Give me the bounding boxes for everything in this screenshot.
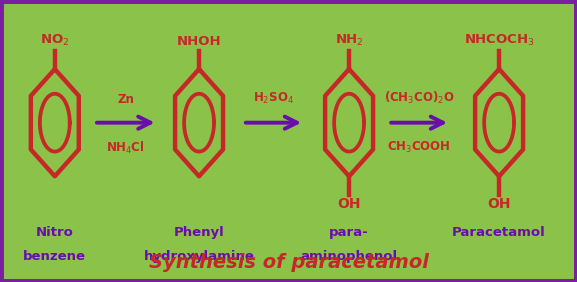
Text: OH: OH [488,197,511,212]
Text: NH$_4$Cl: NH$_4$Cl [107,140,145,156]
Text: Paracetamol: Paracetamol [452,226,546,239]
Text: hydroxylamine: hydroxylamine [144,250,254,263]
Text: OH: OH [338,197,361,212]
Text: benzene: benzene [23,250,87,263]
Text: Synthesis of paracetamol: Synthesis of paracetamol [148,253,429,272]
Text: NO$_2$: NO$_2$ [40,33,69,48]
Text: H$_2$SO$_4$: H$_2$SO$_4$ [253,91,294,106]
Text: Phenyl: Phenyl [174,226,224,239]
Text: NHCOCH$_3$: NHCOCH$_3$ [464,33,534,48]
Text: NH$_2$: NH$_2$ [335,33,364,48]
Text: Zn: Zn [117,93,134,106]
Text: para-: para- [329,226,369,239]
Text: (CH$_3$CO)$_2$O: (CH$_3$CO)$_2$O [384,90,455,106]
Text: CH$_3$COOH: CH$_3$COOH [387,140,451,155]
Text: aminophenol: aminophenol [301,250,398,263]
Text: NHOH: NHOH [177,35,222,48]
Text: Nitro: Nitro [36,226,74,239]
